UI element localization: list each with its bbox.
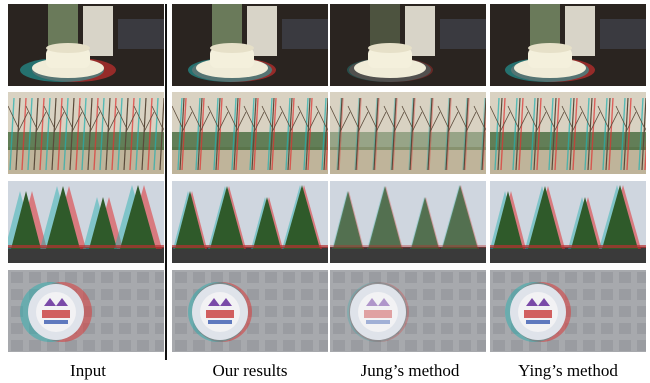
orchard-image (330, 92, 486, 174)
image-tile (330, 4, 486, 86)
badge-image (330, 270, 486, 352)
pines-image (490, 181, 646, 263)
orchard-image (490, 92, 646, 174)
image-tile (8, 270, 164, 352)
caption-ying-method: Ying’s method (518, 361, 618, 380)
pines-image (330, 181, 486, 263)
orchard-image (8, 92, 164, 174)
badge-image (490, 270, 646, 352)
image-tile (490, 270, 646, 352)
image-tile (8, 92, 164, 174)
cup-image (490, 4, 646, 86)
cup-image (8, 4, 164, 86)
image-tile (490, 4, 646, 86)
caption-our-results: Our results (212, 361, 288, 380)
cup-image (330, 4, 486, 86)
image-tile (490, 181, 646, 263)
image-tile (8, 4, 164, 86)
image-tile (172, 92, 328, 174)
pines-image (8, 181, 164, 263)
pines-image (172, 181, 328, 263)
badge-image (8, 270, 164, 352)
caption-jung-method: Jung’s method (360, 361, 460, 380)
badge-image (172, 270, 328, 352)
cup-image (172, 4, 328, 86)
caption-input: Input (70, 361, 106, 380)
image-tile (330, 181, 486, 263)
image-tile (172, 181, 328, 263)
image-tile (8, 181, 164, 263)
image-tile (172, 270, 328, 352)
image-tile (172, 4, 328, 86)
image-tile (330, 270, 486, 352)
image-tile (330, 92, 486, 174)
figure-grid (6, 4, 646, 359)
orchard-image (172, 92, 328, 174)
column-separator (165, 4, 167, 360)
image-tile (490, 92, 646, 174)
